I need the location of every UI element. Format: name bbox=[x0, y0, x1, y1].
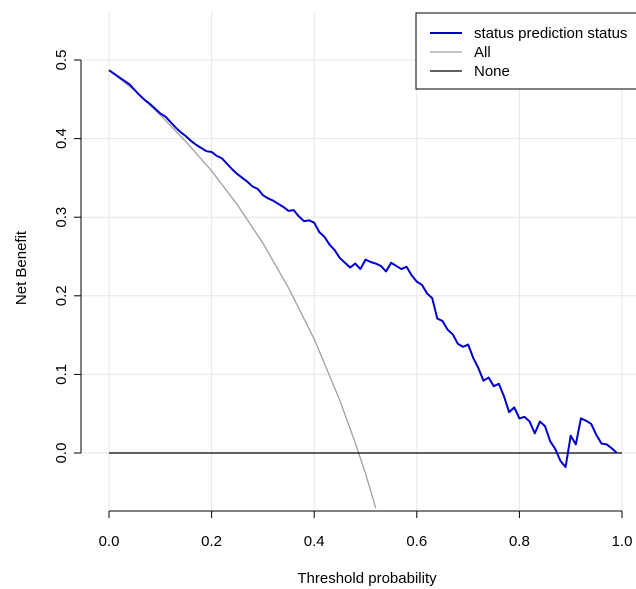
x-tick-label: 0.6 bbox=[406, 533, 427, 550]
y-axis-title: Net Benefit bbox=[13, 230, 30, 305]
x-tick-label: 0.8 bbox=[509, 533, 530, 550]
legend-box bbox=[415, 12, 636, 90]
y-tick-label: 0.0 bbox=[53, 443, 70, 464]
x-tick-label: 0.0 bbox=[99, 533, 120, 550]
legend: status prediction status All None bbox=[415, 12, 636, 90]
y-tick-label: 0.4 bbox=[53, 128, 70, 149]
axes: 0.0 0.2 0.4 0.6 0.8 1.0 0.0 0.1 0.2 0.3 0.4 0.5 bbox=[53, 50, 632, 550]
x-tick-label: 1.0 bbox=[612, 533, 633, 550]
legend-item-all-label: All bbox=[474, 44, 491, 61]
y-tick-label: 0.2 bbox=[53, 285, 70, 306]
series-line-status-prediction bbox=[108, 69, 618, 469]
x-tick-label: 0.4 bbox=[304, 533, 325, 550]
legend-item-none-label: None bbox=[474, 63, 510, 80]
y-tick-label: 0.3 bbox=[53, 207, 70, 228]
y-tick-label: 0.5 bbox=[53, 50, 70, 71]
x-tick-label: 0.2 bbox=[201, 533, 222, 550]
series-lines bbox=[108, 69, 622, 509]
y-tick-label: 0.1 bbox=[53, 364, 70, 385]
x-axis-title: Threshold probability bbox=[297, 570, 437, 587]
series-line-all bbox=[108, 69, 377, 509]
legend-item-status-prediction-label: status prediction status bbox=[474, 25, 627, 42]
